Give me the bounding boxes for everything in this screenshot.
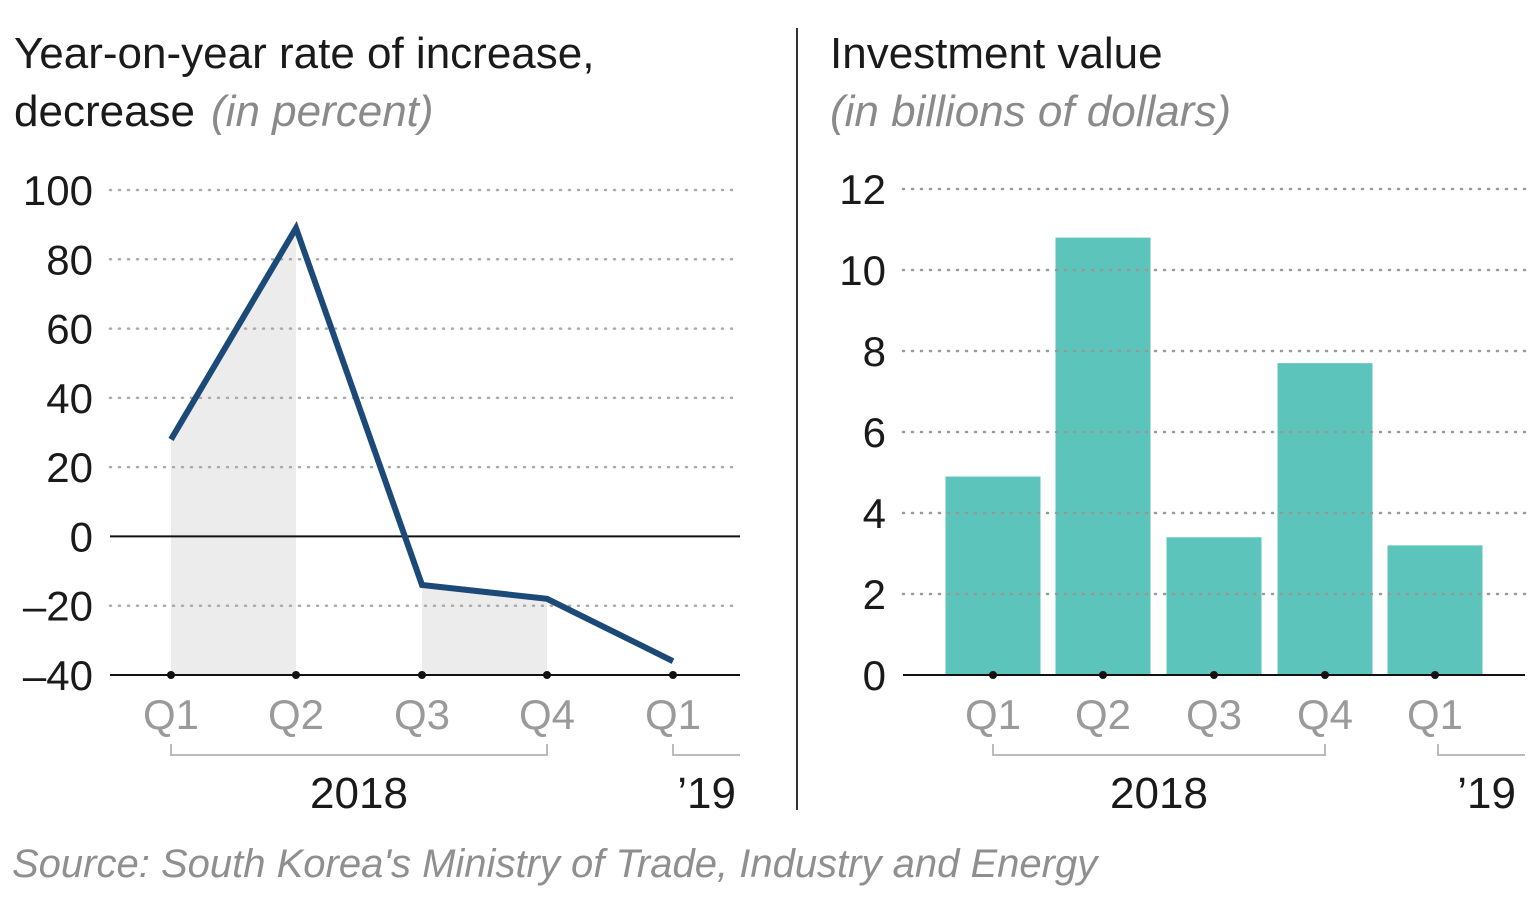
year-label: 2018 — [310, 769, 408, 818]
y-tick-label: –40 — [23, 652, 93, 699]
y-tick-label: 12 — [839, 166, 886, 213]
year-bracket — [992, 744, 1326, 756]
x-tick-label: Q3 — [1186, 691, 1242, 738]
bar — [1387, 545, 1483, 675]
year-label: 2018 — [1110, 769, 1208, 818]
year-bracket — [1437, 744, 1525, 756]
y-tick-label: 20 — [46, 444, 93, 491]
x-tick-label: Q1 — [965, 691, 1021, 738]
x-tick-dot — [669, 671, 677, 679]
bar — [945, 476, 1041, 675]
x-tick-dot — [418, 671, 426, 679]
x-tick-label: Q4 — [519, 691, 575, 738]
y-tick-label: 80 — [46, 236, 93, 283]
year-bracket — [170, 744, 548, 756]
x-tick-dot — [1210, 671, 1218, 679]
y-tick-label: 4 — [863, 490, 886, 537]
x-tick-dot — [292, 671, 300, 679]
year-label: ’19 — [677, 769, 736, 818]
x-tick-dot — [989, 671, 997, 679]
year-bracket — [672, 744, 740, 756]
y-tick-label: 0 — [863, 652, 886, 699]
x-tick-dot — [1099, 671, 1107, 679]
bar — [1055, 237, 1151, 675]
left-chart-subtitle: (in percent) — [211, 87, 434, 136]
x-tick-label: Q2 — [268, 691, 324, 738]
x-tick-dot — [167, 671, 175, 679]
y-tick-label: 10 — [839, 247, 886, 294]
year-label: ’19 — [1457, 769, 1516, 818]
bar — [1166, 537, 1262, 675]
y-tick-label: –20 — [23, 583, 93, 630]
y-tick-label: 2 — [863, 571, 886, 618]
x-tick-label: Q4 — [1297, 691, 1353, 738]
x-tick-label: Q1 — [143, 691, 199, 738]
source-note: Source: South Korea's Ministry of Trade,… — [12, 842, 1100, 886]
right-chart-title: Investment value — [830, 29, 1163, 78]
shaded-area — [422, 584, 547, 675]
y-tick-label: 100 — [23, 167, 93, 214]
x-tick-label: Q1 — [645, 691, 701, 738]
y-tick-label: 6 — [863, 409, 886, 456]
left-title-line2: decrease — [14, 87, 195, 136]
y-tick-label: 0 — [70, 513, 93, 560]
left-chart-title-line2: decrease (in percent) — [14, 87, 434, 136]
x-tick-label: Q1 — [1407, 691, 1463, 738]
y-tick-label: 8 — [863, 328, 886, 375]
right-chart-subtitle: (in billions of dollars) — [830, 87, 1231, 136]
x-tick-label: Q2 — [1075, 691, 1131, 738]
y-tick-label: 60 — [46, 306, 93, 353]
x-tick-dot — [1431, 671, 1439, 679]
x-tick-label: Q3 — [394, 691, 450, 738]
left-chart-title: Year-on-year rate of increase, — [14, 29, 594, 78]
y-tick-label: 40 — [46, 375, 93, 422]
x-tick-dot — [1321, 671, 1329, 679]
shaded-area — [171, 228, 296, 675]
bar — [1277, 363, 1373, 675]
x-tick-dot — [543, 671, 551, 679]
